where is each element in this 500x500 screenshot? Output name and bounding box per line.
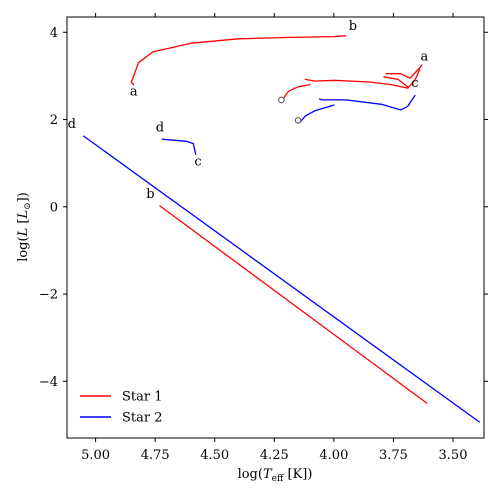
x-tick-label: 4.50	[200, 448, 229, 463]
annotation-1: a	[130, 85, 138, 100]
legend-label-2: Star 2	[122, 411, 163, 426]
series-2-track-2	[161, 138, 197, 156]
series-1-track-6	[383, 76, 409, 88]
series-2-track-4	[318, 94, 416, 111]
y-tick-label: −2	[39, 288, 58, 303]
legend: Star 1 Star 2	[80, 390, 163, 426]
annotation-3: a	[421, 50, 429, 65]
series-1-track-3	[283, 83, 311, 99]
series-1-track-5	[385, 64, 423, 79]
series-1-track-1	[159, 205, 428, 404]
x-tick-label: 3.50	[439, 448, 468, 463]
x-tick-label: 4.00	[319, 448, 348, 463]
series-2-track-3	[299, 104, 335, 123]
start-marker-2	[294, 117, 302, 124]
annotation-7: d	[156, 121, 164, 136]
y-tick-label: 0	[50, 200, 58, 215]
x-tick-label: 4.25	[260, 448, 289, 463]
x-tick-label: 5.00	[81, 448, 110, 463]
series-layer	[83, 35, 480, 423]
y-axis-label: log(L [L⊙])	[16, 192, 33, 262]
legend-label-1: Star 1	[122, 390, 163, 405]
series-1-track-2	[130, 35, 347, 86]
annotation-5: b	[146, 187, 154, 202]
series-2-track-1	[83, 135, 480, 423]
y-tick-label: −4	[39, 375, 58, 390]
plot-frame	[66, 16, 485, 439]
y-ticks: 4 2 0 −2 −4	[39, 26, 488, 390]
y-tick-label: 2	[50, 113, 58, 128]
x-ticks: 5.00 4.75 4.50 4.25 4.00 3.75 3.50	[81, 13, 467, 463]
annotation-4: c	[411, 76, 418, 91]
x-tick-label: 4.75	[141, 448, 170, 463]
annotation-8: c	[194, 154, 201, 169]
annotation-2: b	[349, 19, 357, 34]
markers-layer	[278, 96, 302, 124]
x-axis-label: log(Teff [K])	[238, 467, 313, 484]
series-1-track-4	[304, 68, 421, 89]
start-marker-1	[278, 96, 285, 104]
y-tick-label: 4	[50, 26, 58, 41]
x-tick-label: 3.75	[379, 448, 408, 463]
annotation-6: d	[68, 117, 76, 132]
